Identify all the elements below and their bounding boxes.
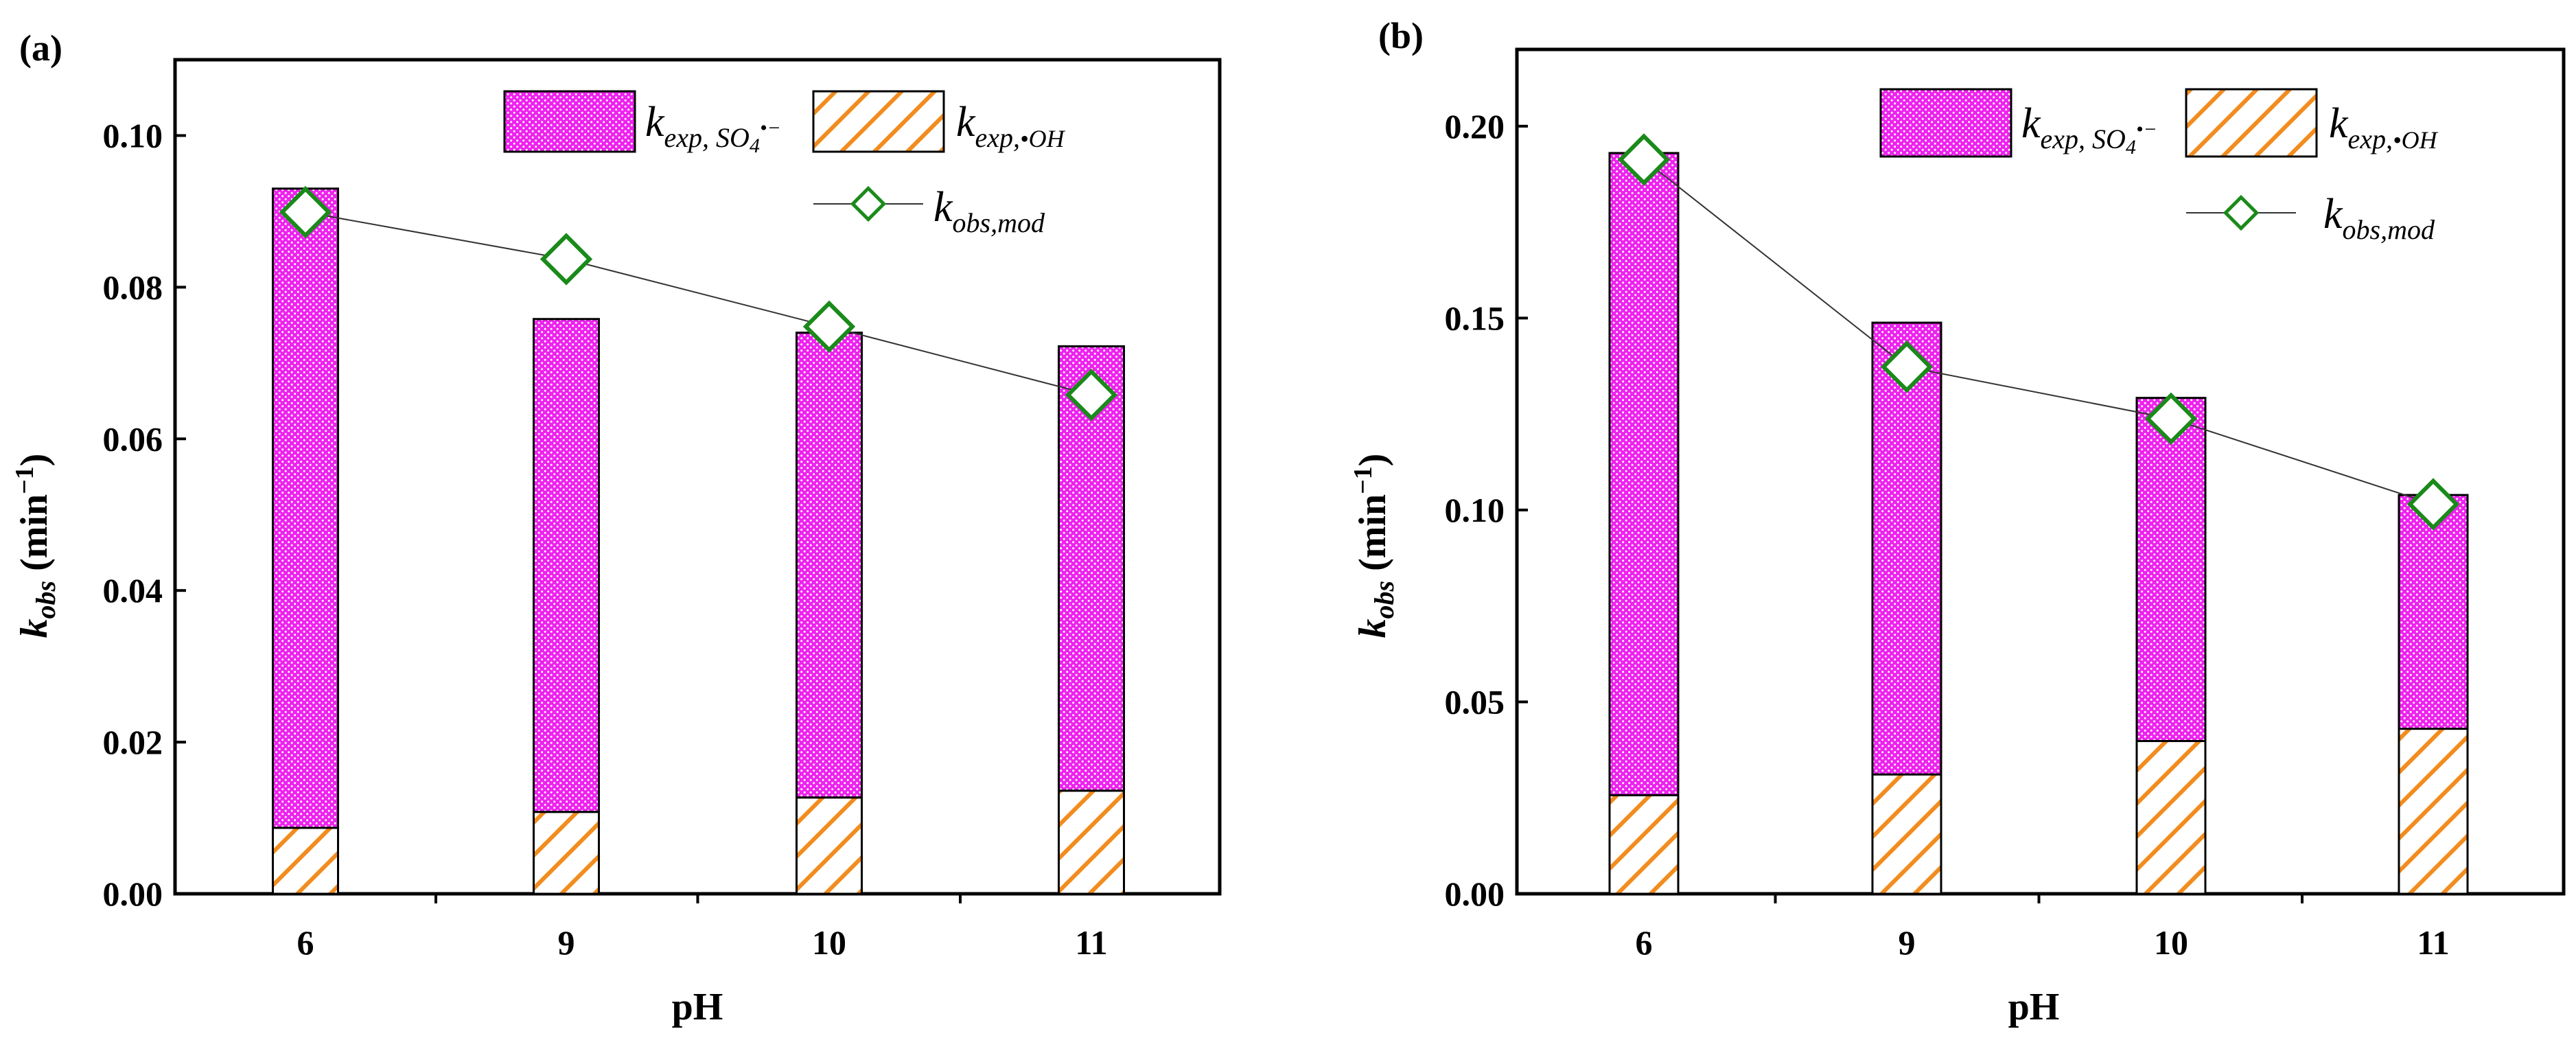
y-tick-label: 0.06 (103, 419, 163, 458)
y-tick-label: 0.00 (103, 875, 163, 913)
bar-so4 (1608, 152, 1680, 796)
kobs-point (802, 300, 856, 353)
kobs-point (279, 185, 332, 239)
bar-so4 (272, 187, 339, 829)
legend: kexp, SO4•− kexp,•OH kobs,mod (503, 90, 1066, 238)
kobs-line (305, 211, 1092, 396)
x-tick-label: 9 (558, 923, 575, 962)
bar-so4 (796, 332, 863, 799)
kobs-line (1643, 159, 2434, 505)
y-axis-label-sub: obs (1369, 581, 1400, 619)
legend-label-kobs: kobs,mod (933, 184, 1045, 238)
model-line (279, 185, 1118, 421)
y-tick-label: 0.02 (103, 723, 163, 761)
svg-text:kobs (min−1): kobs (min−1) (1349, 454, 1400, 638)
y-axis-label-close: ) (1351, 454, 1394, 467)
y-axis-label-exp: −1 (1349, 466, 1378, 494)
y-tick-label: 0.08 (103, 268, 163, 306)
y-tick-label: 0.10 (1445, 491, 1505, 529)
bar-so4 (2135, 397, 2207, 742)
kobs-point (2406, 478, 2460, 531)
x-tick-label: 10 (812, 923, 846, 962)
y-tick-label: 0.10 (103, 116, 163, 154)
bar-oh (2135, 739, 2207, 895)
kobs-point (1617, 133, 1671, 186)
model-line (1617, 133, 2460, 531)
svg-text:kobs (min−1): kobs (min−1) (10, 454, 61, 638)
x-tick-label: 6 (1636, 923, 1653, 962)
bar-oh (1608, 794, 1680, 895)
legend-label-kobs: kobs,mod (2323, 191, 2435, 245)
panel-label: (b) (1378, 15, 1424, 56)
bar-oh (533, 811, 600, 895)
bar-oh (1058, 789, 1125, 895)
kobs-point (1065, 369, 1118, 421)
x-tick-label: 6 (297, 923, 314, 962)
y-axis-label: kobs (min−1) (1349, 454, 1400, 638)
panel-b: (b) kobs (min−1) pH 0.00 0.05 0.10 0.15 0.20… (1349, 15, 2566, 1028)
legend-label-oh: kexp,•OH (2329, 100, 2439, 154)
x-axis-label: pH (672, 986, 723, 1028)
bar-oh (1871, 773, 1942, 895)
x-axis-label: pH (2008, 986, 2060, 1028)
bar-so4 (1871, 321, 1942, 776)
x-tick-label: 10 (2154, 923, 2188, 962)
y-tick-label: 0.15 (1445, 299, 1505, 337)
y-ticks: 0.00 0.02 0.04 0.06 0.08 0.10 (103, 116, 186, 913)
y-axis-label-exp: −1 (10, 466, 39, 494)
legend: kexp, SO4•− kexp,•OH kobs,mod (1879, 88, 2439, 245)
bar-oh (272, 827, 339, 895)
bars (272, 187, 1125, 895)
y-axis-label: kobs (min−1) (10, 454, 61, 638)
y-axis-label-unit: (min (13, 494, 56, 581)
legend-label-so4: kexp, SO4•− (2021, 100, 2157, 159)
x-ticks: 6 9 10 11 (297, 894, 1108, 962)
legend-marker (2223, 194, 2260, 231)
panel-a: (a) kobs (min−1) pH 0.00 0.02 0.04 0.06 0.08… (10, 27, 1222, 1028)
y-axis-label-sub: obs (30, 581, 61, 619)
x-tick-label: 9 (1899, 923, 1916, 962)
y-axis-label-unit: (min (1351, 494, 1394, 581)
y-axis-label-close: ) (13, 454, 56, 467)
x-tick-label: 11 (2417, 923, 2449, 962)
kobs-point (2144, 392, 2198, 446)
kobs-point (1880, 340, 1934, 393)
y-axis-label-main: k (13, 619, 56, 638)
y-tick-label: 0.05 (1445, 682, 1505, 721)
y-tick-label: 0.04 (103, 571, 163, 610)
x-ticks: 6 9 10 11 (1636, 894, 2450, 962)
x-tick-label: 11 (1075, 923, 1107, 962)
legend-label-oh: kexp,•OH (956, 99, 1066, 153)
y-tick-label: 0.20 (1445, 107, 1505, 146)
legend-label-so4: kexp, SO4•− (645, 99, 781, 157)
legend-swatch-so4 (1879, 88, 2012, 158)
kobs-point (539, 233, 593, 286)
bars (1608, 152, 2469, 895)
y-axis-label-main: k (1351, 619, 1394, 638)
bar-so4 (533, 318, 600, 813)
legend-swatch-oh (2185, 88, 2318, 158)
bar-oh (2398, 728, 2469, 895)
bar-oh (796, 796, 863, 895)
legend-swatch-oh (812, 90, 945, 153)
y-tick-label: 0.00 (1445, 875, 1505, 913)
legend-marker (850, 185, 887, 222)
y-ticks: 0.00 0.05 0.10 0.15 0.20 (1445, 107, 1528, 913)
panel-label: (a) (19, 27, 62, 69)
bar-so4 (2398, 494, 2469, 730)
legend-swatch-so4 (503, 90, 636, 153)
